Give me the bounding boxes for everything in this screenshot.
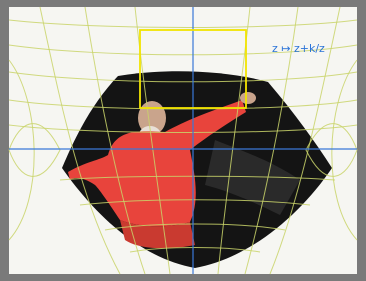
mapping-caption: z ↦ z+k/z: [272, 42, 325, 55]
page: z ↦ z+k/z (() => { const data = JSON.par…: [0, 0, 366, 281]
video-frame: z ↦ z+k/z: [0, 0, 366, 281]
